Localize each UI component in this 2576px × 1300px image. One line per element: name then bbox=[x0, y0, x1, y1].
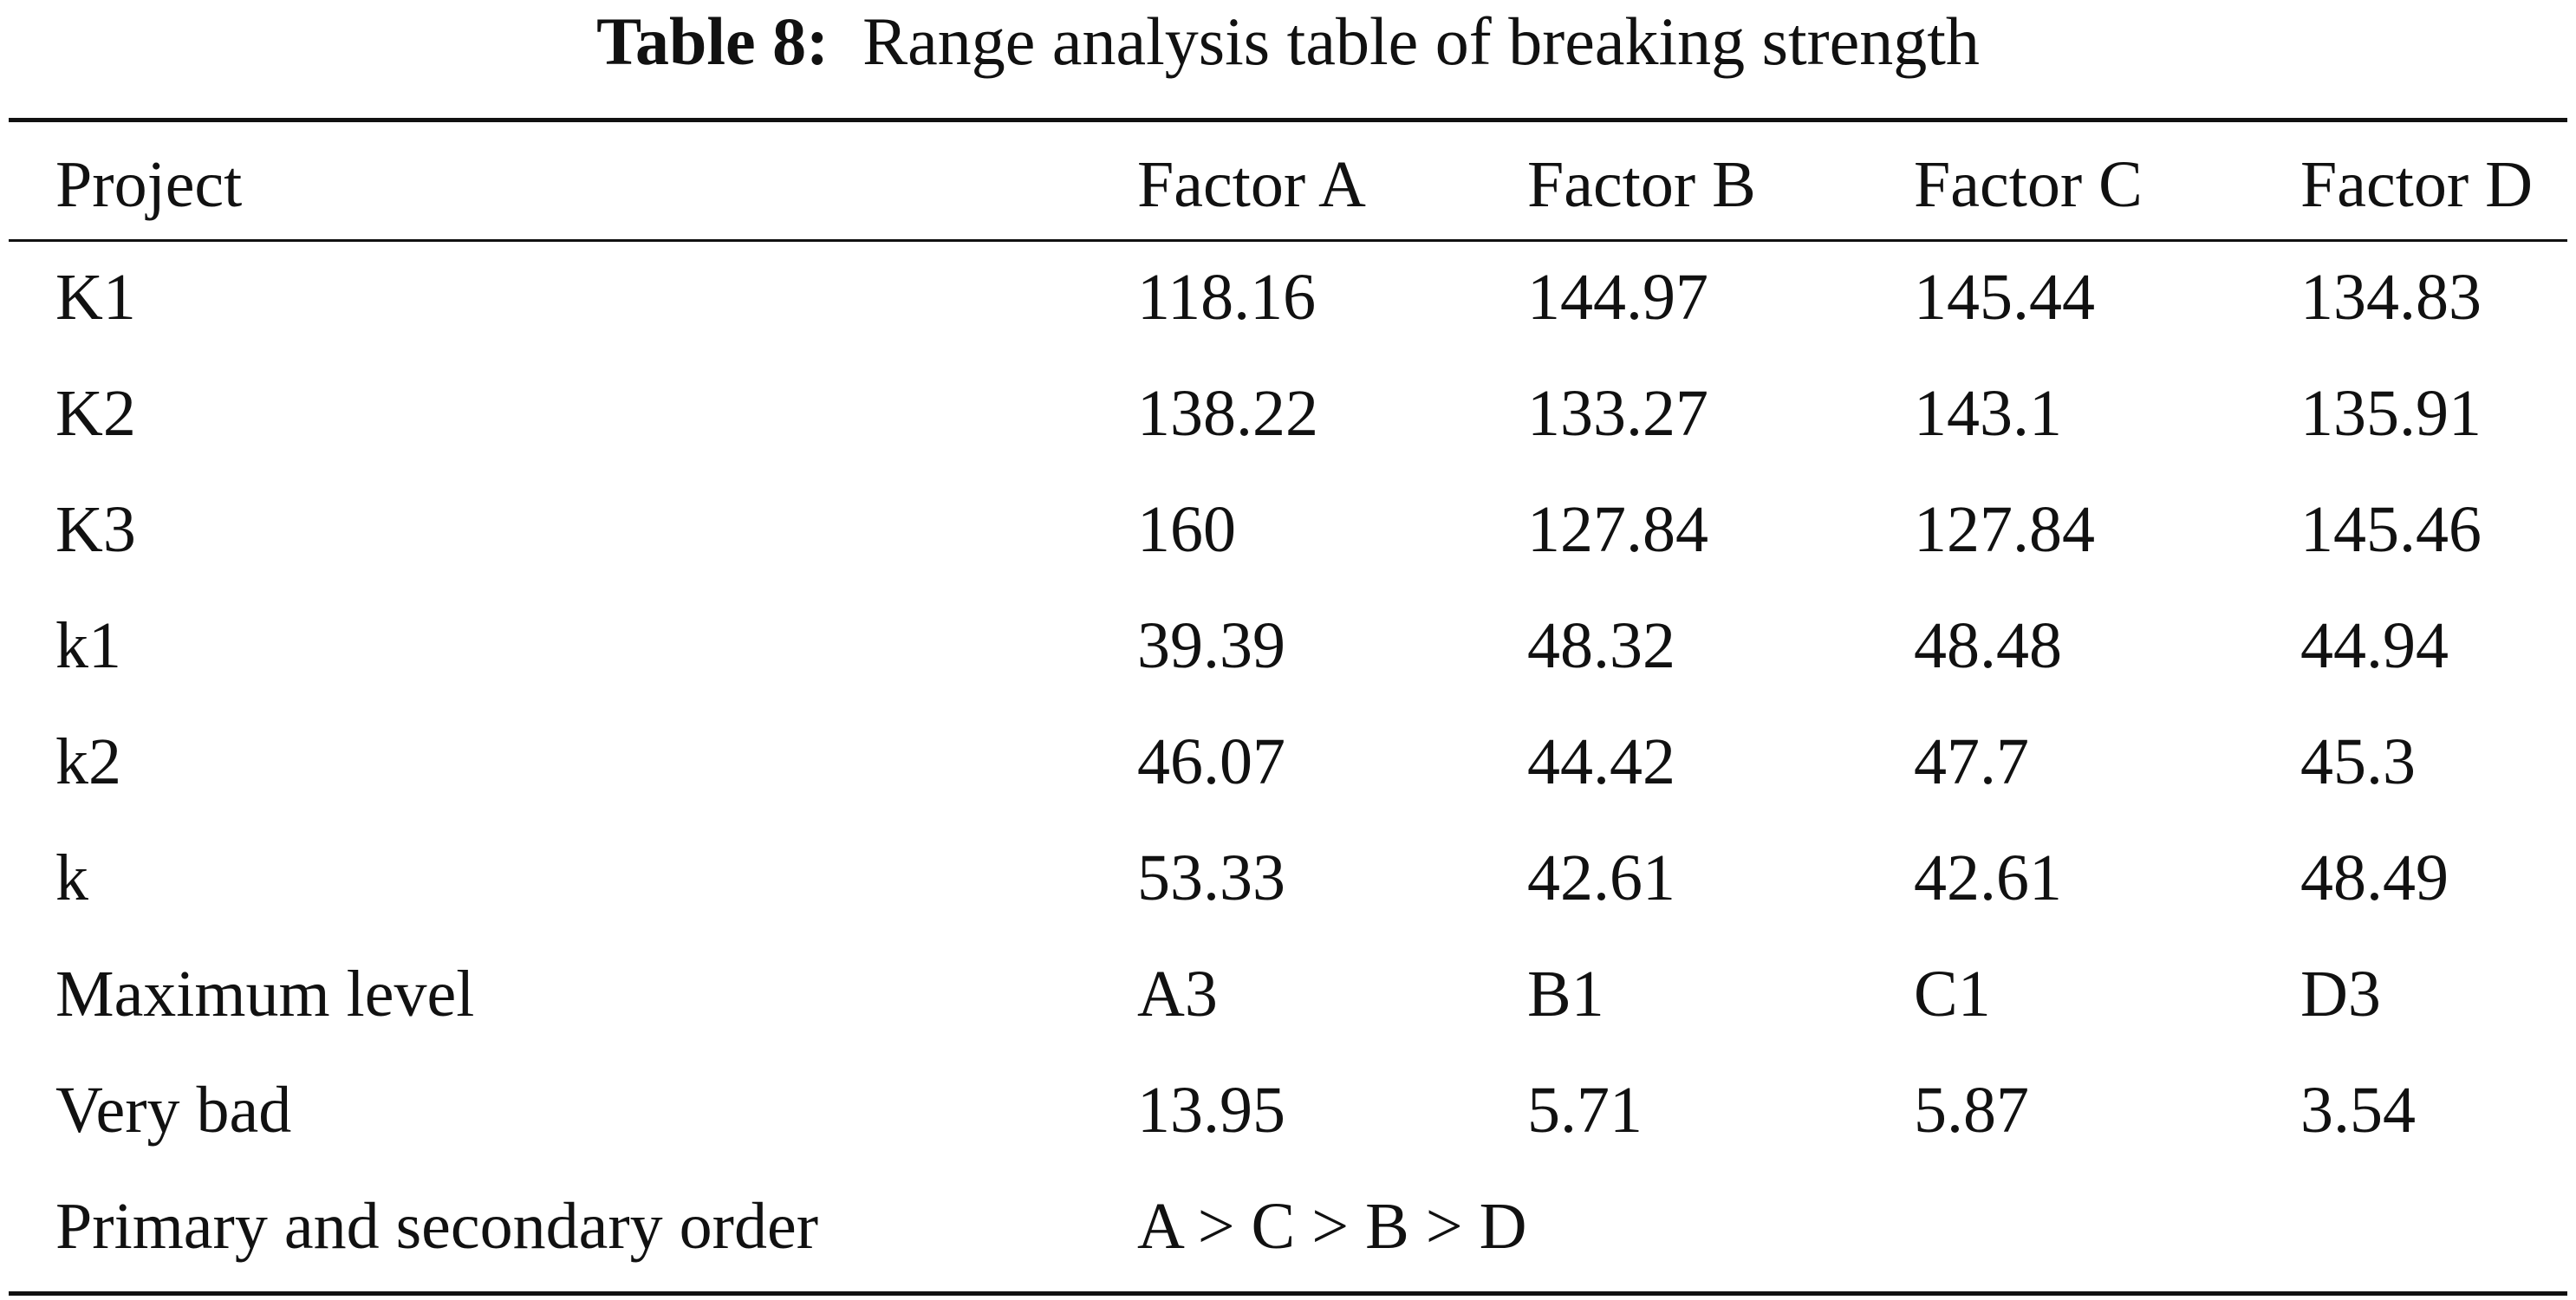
cell-factor-d: 3.54 bbox=[2300, 1073, 2416, 1147]
table-row-K1: K1 118.16 144.97 145.44 134.83 bbox=[0, 239, 2576, 355]
cell-factor-d: 45.3 bbox=[2300, 725, 2416, 798]
header-rule bbox=[9, 239, 2567, 242]
cell-factor-a: 138.22 bbox=[1137, 376, 1318, 450]
column-header-project: Project bbox=[55, 147, 243, 221]
table-caption: Table 8: Range analysis table of breakin… bbox=[0, 0, 2576, 83]
cell-factor-c: 145.44 bbox=[1914, 260, 2095, 334]
cell-factor-b: 44.42 bbox=[1527, 725, 1675, 798]
cell-factor-b: 133.27 bbox=[1527, 376, 1708, 450]
row-label: Primary and secondary order bbox=[55, 1189, 819, 1263]
cell-factor-a: 39.39 bbox=[1137, 608, 1285, 682]
cell-factor-a: 13.95 bbox=[1137, 1073, 1285, 1147]
cell-factor-c: C1 bbox=[1914, 957, 1991, 1030]
cell-factor-b: 48.32 bbox=[1527, 608, 1675, 682]
cell-factor-a: 46.07 bbox=[1137, 725, 1285, 798]
row-label: K3 bbox=[55, 492, 136, 566]
cell-factor-b: 127.84 bbox=[1527, 492, 1708, 566]
table-row-maximum-level: Maximum level A3 B1 C1 D3 bbox=[0, 936, 2576, 1052]
row-label: Very bad bbox=[55, 1073, 292, 1147]
table-row-k: k 53.33 42.61 42.61 48.49 bbox=[0, 820, 2576, 936]
table-row-very-bad: Very bad 13.95 5.71 5.87 3.54 bbox=[0, 1052, 2576, 1168]
cell-factor-b: 42.61 bbox=[1527, 841, 1675, 914]
cell-factor-b: 144.97 bbox=[1527, 260, 1708, 334]
cell-factor-c: 47.7 bbox=[1914, 725, 2029, 798]
cell-factor-c: 42.61 bbox=[1914, 841, 2062, 914]
cell-factor-a: 118.16 bbox=[1137, 260, 1317, 334]
cell-factor-c: 5.87 bbox=[1914, 1073, 2029, 1147]
table-row-K3: K3 160 127.84 127.84 145.46 bbox=[0, 471, 2576, 588]
table-title: Range analysis table of breaking strengt… bbox=[862, 3, 1980, 79]
table-row-k1: k1 39.39 48.32 48.48 44.94 bbox=[0, 588, 2576, 704]
cell-factor-d: 134.83 bbox=[2300, 260, 2482, 334]
row-label: k bbox=[55, 841, 88, 914]
column-header-factor-d: Factor D bbox=[2300, 147, 2534, 221]
column-header-factor-a: Factor A bbox=[1137, 147, 1366, 221]
cell-factor-a: 160 bbox=[1137, 492, 1236, 566]
cell-factor-b: B1 bbox=[1527, 957, 1604, 1030]
range-analysis-table: Project Factor A Factor B Factor C Facto… bbox=[0, 130, 2576, 1284]
cell-order-value: A > C > B > D bbox=[1137, 1189, 1527, 1263]
cell-factor-a: 53.33 bbox=[1137, 841, 1285, 914]
cell-factor-c: 48.48 bbox=[1914, 608, 2062, 682]
header-row: Project Factor A Factor B Factor C Facto… bbox=[0, 130, 2576, 239]
table-row-K2: K2 138.22 133.27 143.1 135.91 bbox=[0, 355, 2576, 471]
row-label: K1 bbox=[55, 260, 136, 334]
table-row-primary-secondary-order: Primary and secondary order A > C > B > … bbox=[0, 1168, 2576, 1284]
cell-factor-a: A3 bbox=[1137, 957, 1218, 1030]
cell-factor-d: 44.94 bbox=[2300, 608, 2449, 682]
table-number: Table 8: bbox=[596, 3, 829, 79]
row-label: k1 bbox=[55, 608, 121, 682]
bottom-rule bbox=[9, 1291, 2567, 1296]
column-header-factor-c: Factor C bbox=[1914, 147, 2143, 221]
cell-factor-d: 135.91 bbox=[2300, 376, 2482, 450]
cell-factor-d: D3 bbox=[2300, 957, 2381, 1030]
cell-factor-c: 127.84 bbox=[1914, 492, 2095, 566]
cell-factor-d: 48.49 bbox=[2300, 841, 2449, 914]
top-rule bbox=[9, 118, 2567, 122]
row-label: Maximum level bbox=[55, 957, 475, 1030]
cell-factor-c: 143.1 bbox=[1914, 376, 2062, 450]
row-label: K2 bbox=[55, 376, 136, 450]
cell-factor-b: 5.71 bbox=[1527, 1073, 1643, 1147]
table-row-k2: k2 46.07 44.42 47.7 45.3 bbox=[0, 704, 2576, 820]
cell-factor-d: 145.46 bbox=[2300, 492, 2482, 566]
column-header-factor-b: Factor B bbox=[1527, 147, 1756, 221]
row-label: k2 bbox=[55, 725, 121, 798]
